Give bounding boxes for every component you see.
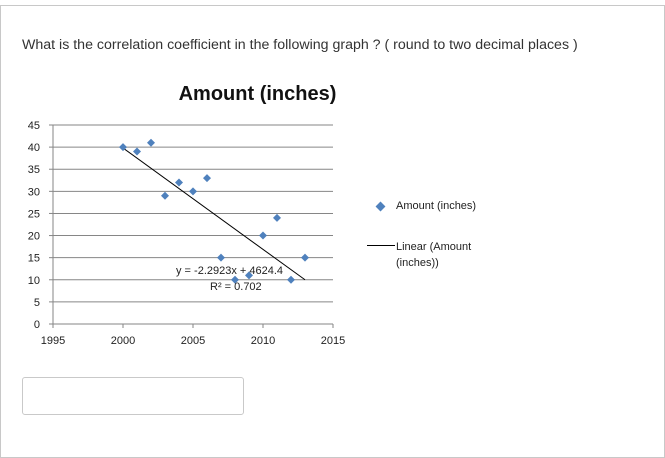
y-tick-label: 25: [28, 208, 40, 220]
data-point: [287, 275, 295, 284]
x-tick-label: 2000: [111, 335, 135, 347]
data-point: [231, 275, 239, 284]
y-tick-label: 40: [28, 142, 40, 154]
data-point: [161, 191, 169, 200]
chart-gridlines: [53, 124, 333, 303]
top-divider: [0, 0, 665, 6]
data-point: [175, 178, 183, 187]
x-tick-label: 2015: [321, 335, 345, 347]
chart-tick-labels: 0 5 10 15 20 25 30 35 40 45 1995 2000 2005 2010 2015: [28, 120, 345, 347]
y-tick-label: 5: [34, 297, 40, 309]
trendline: [122, 147, 306, 281]
chart-axes: [49, 124, 334, 328]
data-point: [119, 143, 127, 152]
x-tick-label: 2005: [181, 335, 205, 347]
answer-input[interactable]: [22, 377, 244, 415]
chart-trendline-layer: [122, 147, 306, 281]
y-tick-label: 30: [28, 186, 40, 198]
y-tick-label: 15: [28, 253, 40, 265]
y-tick-label: 0: [34, 319, 40, 331]
chart-points: [119, 138, 309, 284]
y-tick-label: 35: [28, 164, 40, 176]
data-point: [217, 253, 225, 262]
data-point: [301, 253, 309, 262]
legend-trendline-label: Linear (Amount (inches)): [396, 241, 472, 269]
data-point: [273, 213, 281, 222]
x-tick-label: 1995: [41, 335, 65, 347]
trendline-equation: y = -2.2923x + 4624.4: [176, 265, 284, 277]
chart-title: Amount (inches): [178, 83, 337, 105]
y-tick-label: 10: [28, 275, 40, 287]
trendline-r-squared: R² = 0.702: [210, 281, 262, 293]
data-point: [203, 174, 211, 183]
data-point: [245, 271, 253, 280]
question-text: What is the correlation coefficient in t…: [22, 37, 578, 53]
legend-trendline-marker: [367, 245, 395, 246]
x-tick-label: 2010: [251, 335, 275, 347]
y-tick-label: 45: [28, 120, 40, 132]
data-point: [259, 231, 267, 240]
legend-series-label: Amount (inches): [396, 200, 477, 212]
y-tick-label: 20: [28, 231, 40, 243]
data-point: [189, 187, 197, 196]
data-point: [133, 147, 141, 156]
data-point: [147, 138, 155, 147]
